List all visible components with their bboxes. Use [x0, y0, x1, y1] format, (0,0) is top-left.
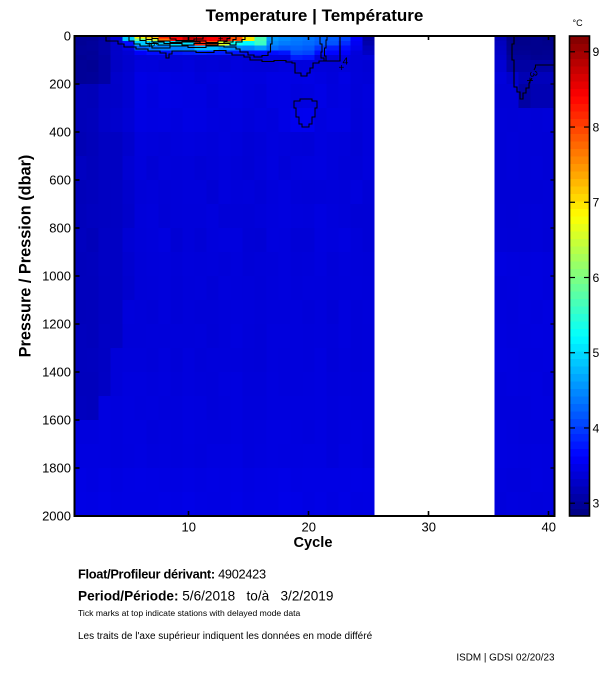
svg-text:7: 7: [593, 196, 600, 210]
svg-text:+: +: [527, 74, 534, 88]
svg-text:1800: 1800: [42, 461, 71, 476]
svg-text:4: 4: [343, 56, 349, 68]
svg-text:200: 200: [49, 77, 71, 92]
svg-text:Pressure / Pression (dbar): Pressure / Pression (dbar): [17, 155, 35, 358]
svg-text:9: 9: [593, 45, 600, 59]
svg-text:30: 30: [422, 520, 436, 535]
svg-text:600: 600: [49, 173, 71, 188]
svg-text:2000: 2000: [42, 509, 71, 524]
svg-text:+: +: [218, 34, 223, 44]
svg-text:8: 8: [593, 120, 600, 134]
svg-text:3: 3: [527, 70, 540, 79]
svg-text:Period/Période: 5/6/2018 to/: Period/Période: 5/6/2018 to/à 3/2/2019: [78, 589, 333, 604]
svg-text:+: +: [194, 34, 199, 44]
svg-text:Float/Profileur dérivant: 4902: Float/Profileur dérivant: 4902423: [78, 567, 266, 582]
svg-text:3: 3: [593, 497, 600, 511]
svg-text:Les traits de l'axe supérieur: Les traits de l'axe supérieur indiquent …: [78, 631, 373, 642]
svg-text:5: 5: [149, 41, 159, 49]
svg-text:Tick marks at top indicate sta: Tick marks at top indicate stations with…: [78, 608, 300, 618]
svg-text:1200: 1200: [42, 317, 71, 332]
svg-text:10: 10: [182, 520, 196, 535]
svg-text:40: 40: [542, 520, 556, 535]
svg-text:ISDM | GDSI 02/20/23: ISDM | GDSI 02/20/23: [456, 653, 555, 664]
svg-text:Temperature | Température: Temperature | Température: [206, 6, 424, 25]
svg-text:1600: 1600: [42, 413, 71, 428]
svg-text:0: 0: [64, 29, 71, 44]
svg-text:+: +: [339, 63, 345, 74]
svg-text:+: +: [147, 40, 152, 50]
svg-text:20: 20: [302, 520, 316, 535]
svg-text:800: 800: [49, 221, 71, 236]
svg-text:6: 6: [593, 271, 600, 285]
svg-text:400: 400: [49, 125, 71, 140]
svg-text:°C: °C: [573, 18, 584, 28]
svg-text:1400: 1400: [42, 365, 71, 380]
svg-text:4: 4: [593, 421, 600, 435]
svg-text:Cycle: Cycle: [294, 535, 333, 551]
svg-text:5: 5: [593, 346, 600, 360]
svg-text:1000: 1000: [42, 269, 71, 284]
